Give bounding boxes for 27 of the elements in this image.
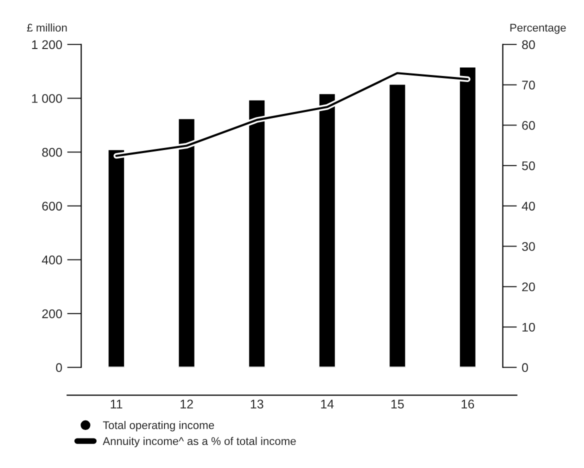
y2-tick-label: 80 [522,40,535,50]
y2-axis-title: Percentage [510,24,566,34]
y2-tick-label: 50 [522,161,535,170]
bar [388,83,407,368]
y-tick-label: 200 [42,309,62,318]
x-tick-label: 11 [110,400,122,408]
y-tick-label: 0 [56,363,62,372]
x-tick-label: 13 [250,400,264,409]
y2-tick-label: 70 [522,80,535,90]
y-tick-label: 800 [42,148,62,157]
y2-tick-label: 60 [522,120,535,130]
y2-tick-label: 30 [522,242,535,251]
y-tick-label: 1 000 [32,94,62,103]
y-tick-label: 1 200 [32,40,62,50]
y2-tick-label: 20 [522,282,535,292]
y2-tick-label: 10 [522,322,535,332]
legend-label: Annuity income^ as a % of total income [102,436,296,448]
x-tick-label: 14 [321,400,334,408]
y2-tick-label: 0 [522,363,528,372]
y2-tick-label: 40 [522,202,535,211]
y-tick-label: 400 [42,256,62,264]
x-tick-label: 16 [462,400,474,409]
x-tick-label: 15 [391,400,404,409]
x-tick-label: 12 [180,400,193,408]
y-axis-title: £ million [27,23,67,32]
y-tick-label: 600 [42,202,62,211]
legend-label: Total operating income [102,420,214,432]
